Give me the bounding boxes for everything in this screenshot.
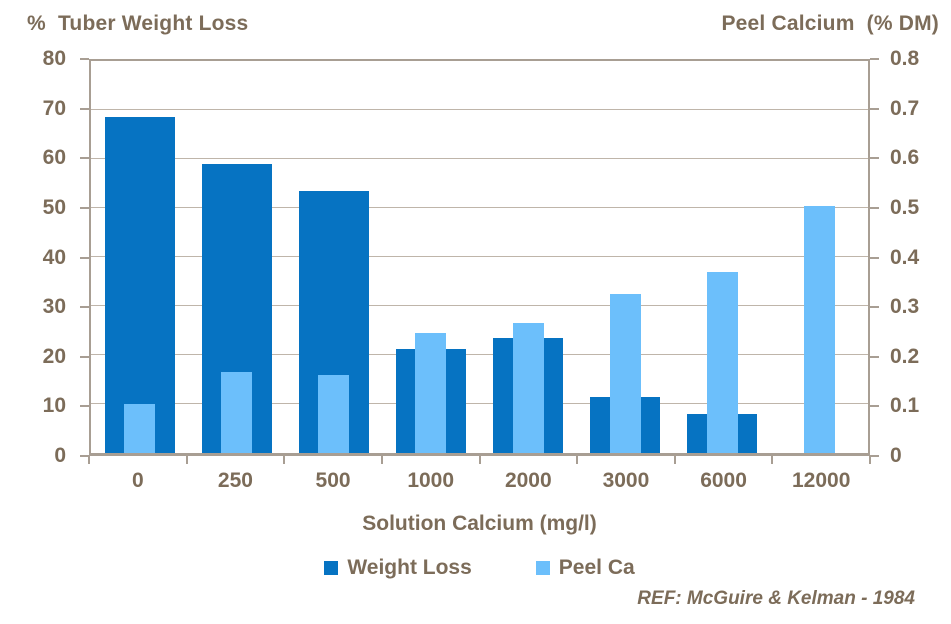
- bar-group-12000: [771, 61, 868, 453]
- x-tick-label-0: 0: [131, 469, 144, 492]
- bar-peel-ca-0: [124, 404, 156, 453]
- gridline: [91, 403, 868, 404]
- right-tick-label-0.5: 0.5: [890, 195, 920, 219]
- right-tick-label-0: 0: [890, 444, 902, 467]
- left-tick-mark: [80, 58, 89, 60]
- x-tick-label-2000: 2000: [504, 469, 552, 492]
- peel-ca-swatch: [535, 561, 550, 575]
- right-tick-mark: [870, 355, 879, 358]
- legend-label-weight-loss: Weight Loss: [347, 556, 472, 579]
- bar-peel-ca-250: [221, 372, 253, 453]
- left-tick-mark: [80, 455, 89, 457]
- right-tick-mark: [870, 157, 879, 160]
- left-tick-label-0: 0: [54, 444, 66, 467]
- legend-entry-peel-ca: Peel Ca: [535, 556, 635, 580]
- left-tick-label-40: 40: [42, 245, 66, 269]
- left-tick-label-30: 30: [42, 295, 66, 319]
- left-tick-mark: [80, 206, 89, 209]
- bottom-tick-mark: [283, 456, 286, 464]
- gridline: [91, 158, 868, 159]
- right-tick-label-0.4: 0.4: [890, 245, 920, 269]
- x-axis-title: Solution Calcium (mg/l): [362, 512, 597, 535]
- left-axis-title: % Tuber Weight Loss: [27, 12, 249, 35]
- gridline: [91, 256, 868, 257]
- bottom-tick-mark: [771, 456, 774, 464]
- right-tick-mark: [870, 455, 879, 457]
- right-axis-title: Peel Calcium (% DM): [721, 12, 939, 35]
- bar-peel-ca-1000: [415, 332, 447, 453]
- bar-peel-ca-3000: [609, 293, 641, 453]
- bar-group-6000: [674, 61, 771, 453]
- left-tick-mark: [80, 256, 89, 259]
- bar-peel-ca-2000: [512, 323, 544, 453]
- bottom-tick-mark: [576, 456, 579, 464]
- left-tick-mark: [80, 405, 89, 408]
- legend-label-peel-ca: Peel Ca: [558, 556, 635, 579]
- left-tick-label-60: 60: [42, 146, 66, 170]
- gridline: [91, 109, 868, 110]
- x-tick-label-3000: 3000: [602, 469, 650, 492]
- bar-peel-ca-12000: [803, 205, 835, 453]
- right-tick-label-0.7: 0.7: [890, 96, 920, 120]
- left-tick-mark: [80, 306, 89, 309]
- bottom-tick-mark: [869, 456, 871, 464]
- gridline: [91, 305, 868, 306]
- left-tick-label-70: 70: [42, 96, 66, 120]
- gridline: [91, 207, 868, 208]
- right-tick-label-0.1: 0.1: [890, 394, 920, 418]
- bottom-tick-mark: [478, 456, 481, 464]
- x-tick-label-500: 500: [315, 469, 351, 492]
- bar-group-2000: [480, 61, 577, 453]
- right-tick-label-0.6: 0.6: [890, 146, 920, 170]
- plot-area: [89, 59, 870, 456]
- x-tick-label-12000: 12000: [791, 469, 851, 492]
- gridline: [91, 354, 868, 355]
- bar-weight-loss-0: [104, 117, 175, 453]
- bottom-tick-mark: [88, 456, 90, 464]
- right-tick-mark: [870, 206, 879, 209]
- bar-group-250: [188, 61, 285, 453]
- left-tick-label-10: 10: [42, 394, 66, 418]
- right-tick-mark: [870, 107, 879, 110]
- x-tick-label-6000: 6000: [700, 469, 747, 492]
- left-tick-label-20: 20: [42, 344, 66, 368]
- right-tick-label-0.8: 0.8: [890, 47, 920, 70]
- bottom-tick-mark: [185, 456, 188, 464]
- right-tick-label-0.3: 0.3: [890, 295, 920, 319]
- legend: Weight Loss Peel Ca: [89, 556, 870, 580]
- reference-text: REF: McGuire & Kelman - 1984: [637, 588, 915, 609]
- bar-peel-ca-6000: [706, 271, 738, 453]
- x-tick-label-250: 250: [217, 469, 253, 492]
- left-tick-label-80: 80: [42, 47, 66, 70]
- right-tick-mark: [870, 58, 879, 60]
- right-tick-mark: [870, 256, 879, 259]
- bar-group-500: [285, 61, 382, 453]
- bar-group-0: [91, 61, 188, 453]
- weight-loss-swatch: [324, 561, 339, 575]
- left-tick-mark: [80, 355, 89, 358]
- x-tick-label-1000: 1000: [407, 469, 455, 492]
- bar-group-1000: [382, 61, 479, 453]
- right-tick-mark: [870, 306, 879, 309]
- bottom-tick-mark: [380, 456, 383, 464]
- left-tick-label-50: 50: [42, 195, 66, 219]
- legend-entry-weight-loss: Weight Loss: [324, 556, 472, 580]
- bar-group-3000: [577, 61, 674, 453]
- bar-peel-ca-500: [318, 374, 350, 453]
- right-tick-mark: [870, 405, 879, 408]
- right-tick-label-0.2: 0.2: [890, 344, 920, 368]
- left-tick-mark: [80, 107, 89, 110]
- bottom-tick-mark: [673, 456, 676, 464]
- left-tick-mark: [80, 157, 89, 160]
